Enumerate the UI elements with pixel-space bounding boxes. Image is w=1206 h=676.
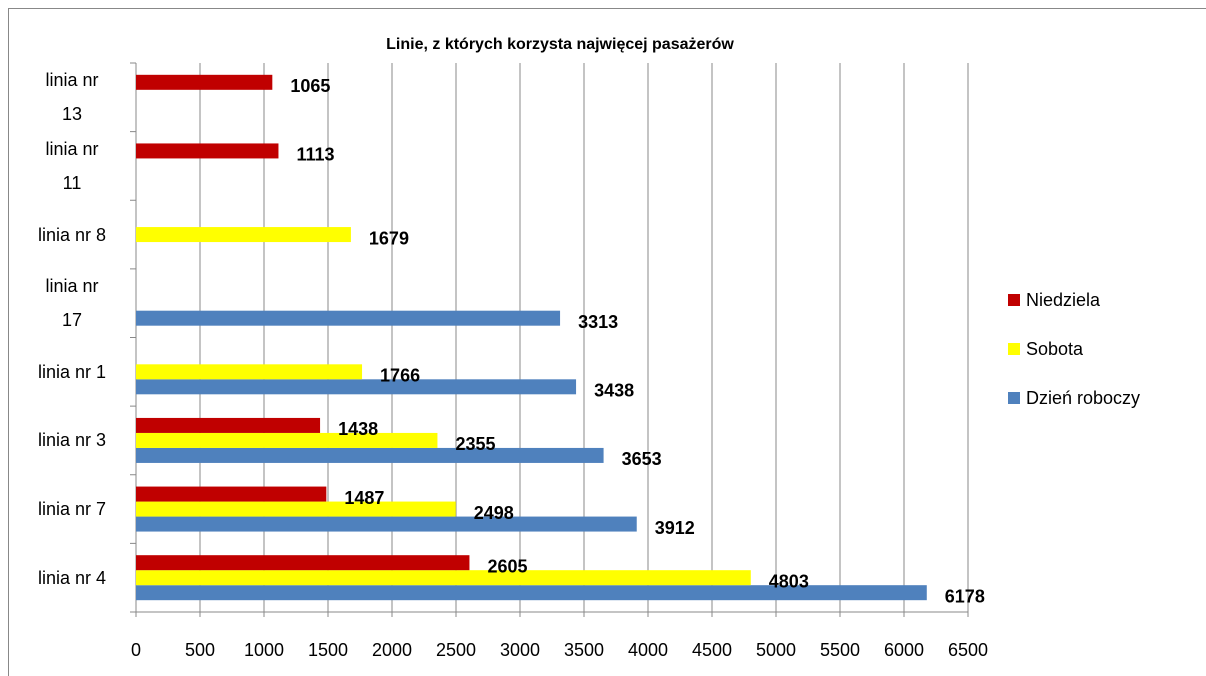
bar xyxy=(136,447,604,463)
x-tick-label: 3000 xyxy=(500,640,540,660)
legend-label: Niedziela xyxy=(1026,290,1101,310)
y-tick-label: linia nr 13 xyxy=(45,70,99,125)
y-tick-label: linia nr 3 xyxy=(37,430,107,451)
bar xyxy=(136,585,927,601)
data-label: 2498 xyxy=(474,503,514,523)
y-tick-label: linia nr 1 xyxy=(37,361,107,382)
data-label: 1487 xyxy=(344,488,384,508)
bar xyxy=(136,74,273,90)
y-tick-label: linia nr 17 xyxy=(45,276,99,331)
chart-border xyxy=(8,8,1206,676)
x-tick-label: 4500 xyxy=(692,640,732,660)
data-label: 1679 xyxy=(369,228,409,248)
bar xyxy=(136,310,561,326)
x-tick-label: 2000 xyxy=(372,640,412,660)
data-label: 4803 xyxy=(769,571,809,591)
bar xyxy=(136,379,577,395)
bar xyxy=(136,516,637,532)
bar xyxy=(136,570,751,586)
bar xyxy=(136,486,327,502)
legend-swatch xyxy=(1008,294,1020,306)
y-tick-label: linia nr 4 xyxy=(37,567,107,588)
data-label: 1065 xyxy=(290,76,330,96)
bar xyxy=(136,227,351,243)
bar xyxy=(136,555,470,571)
y-tick-label: linia nr 11 xyxy=(45,138,99,193)
data-label: 1766 xyxy=(380,366,420,386)
data-label: 1113 xyxy=(296,145,334,165)
legend-swatch xyxy=(1008,343,1020,355)
legend-label: Dzień roboczy xyxy=(1026,388,1140,408)
y-tick-label: linia nr 7 xyxy=(37,499,107,520)
x-tick-label: 4000 xyxy=(628,640,668,660)
x-tick-label: 5500 xyxy=(820,640,860,660)
data-label: 2355 xyxy=(455,434,495,454)
bar xyxy=(136,501,456,517)
x-tick-label: 1500 xyxy=(308,640,348,660)
x-tick-label: 0 xyxy=(131,640,141,660)
x-tick-label: 500 xyxy=(185,640,215,660)
data-label: 3653 xyxy=(622,449,662,469)
x-tick-label: 6000 xyxy=(884,640,924,660)
data-label: 3438 xyxy=(594,381,634,401)
x-tick-label: 3500 xyxy=(564,640,604,660)
y-tick-label: linia nr 8 xyxy=(37,224,107,245)
legend-swatch xyxy=(1008,392,1020,404)
bar xyxy=(136,143,279,159)
x-tick-label: 2500 xyxy=(436,640,476,660)
data-label: 2605 xyxy=(487,556,527,576)
legend-label: Sobota xyxy=(1026,339,1084,359)
data-label: 1438 xyxy=(338,419,378,439)
x-tick-label: 1000 xyxy=(244,640,284,660)
bar xyxy=(136,417,321,433)
bar xyxy=(136,432,438,448)
data-label: 3912 xyxy=(655,518,695,538)
chart-title: Linie, z których korzysta najwięcej pasa… xyxy=(386,36,734,53)
bar xyxy=(136,364,363,380)
x-tick-label: 6500 xyxy=(948,640,988,660)
data-label: 3313 xyxy=(578,312,618,332)
x-tick-label: 5000 xyxy=(756,640,796,660)
data-label: 6178 xyxy=(945,586,985,606)
